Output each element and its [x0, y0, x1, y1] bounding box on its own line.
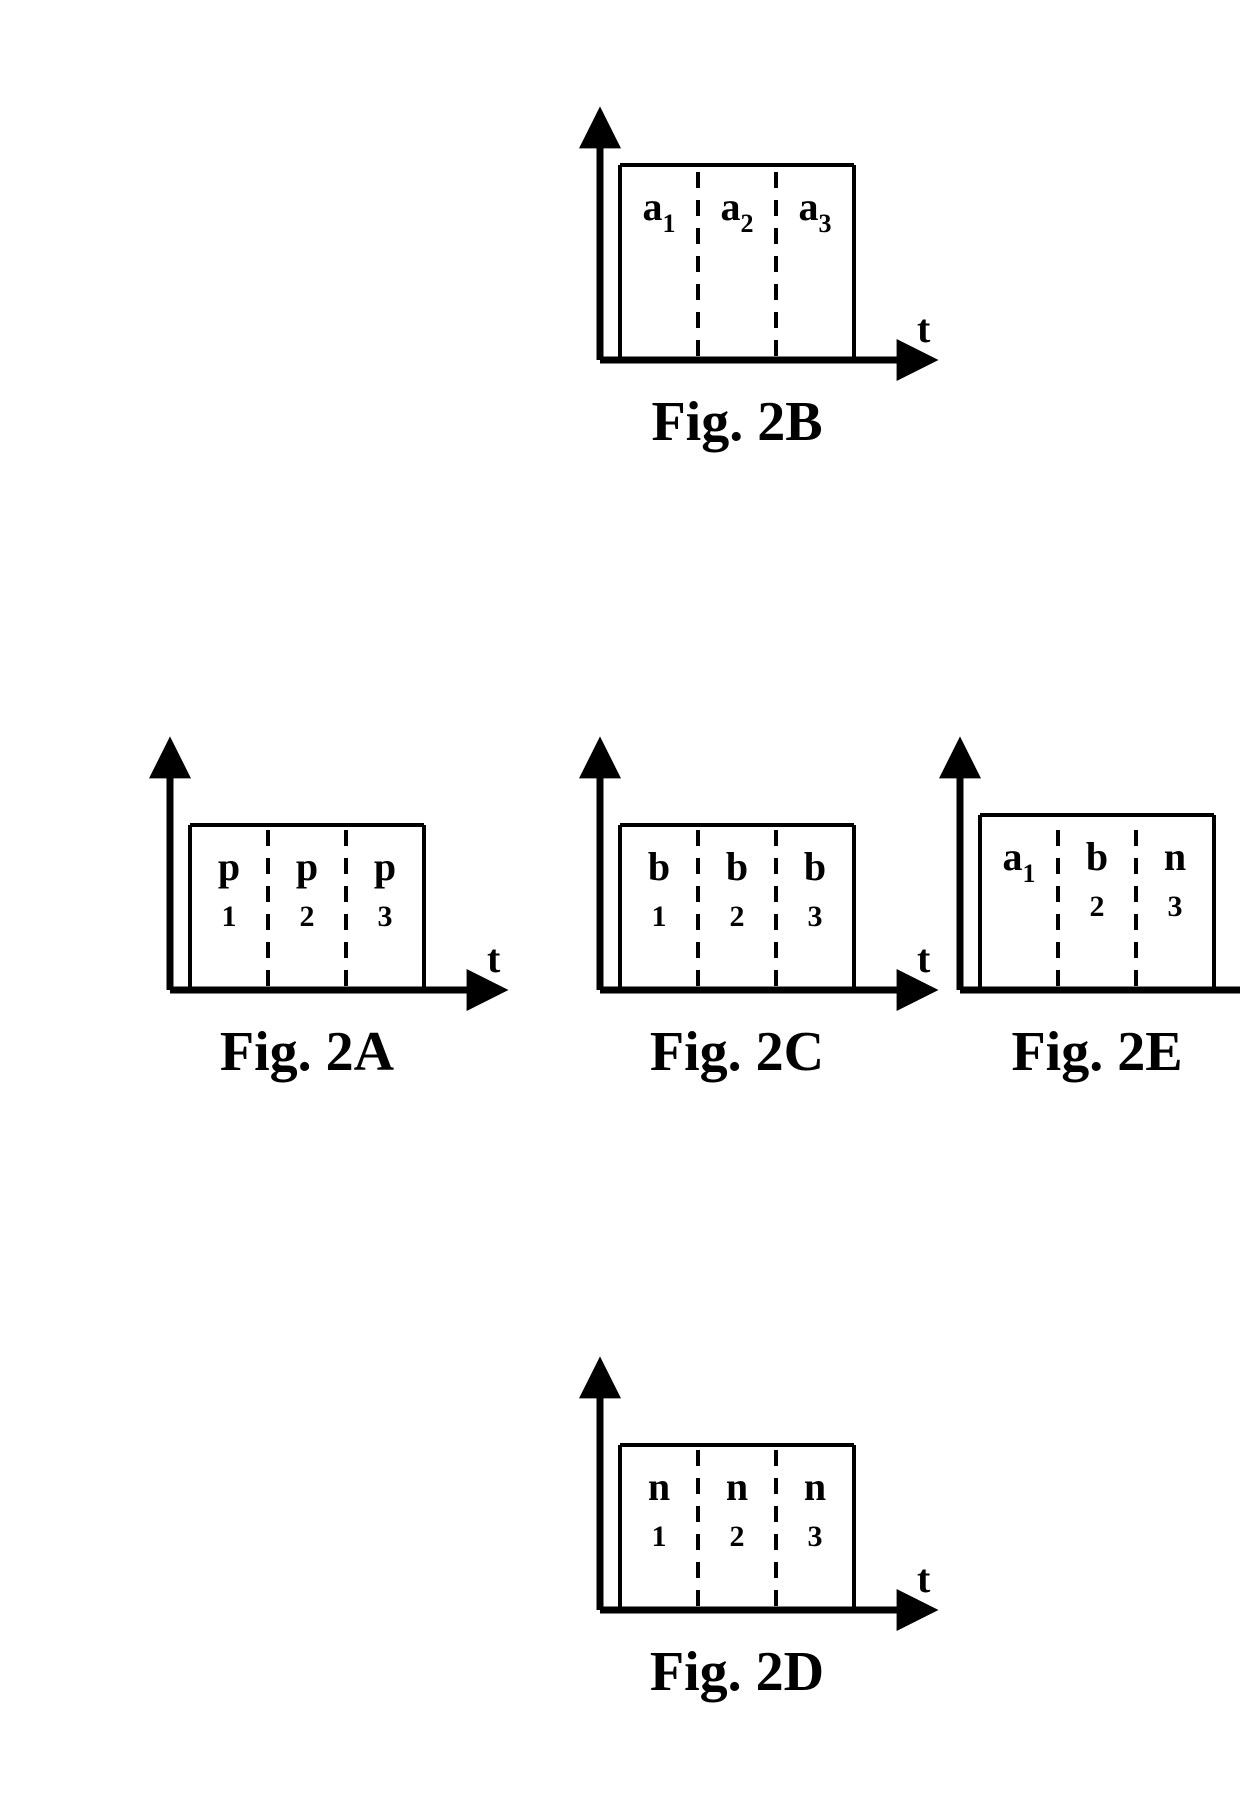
fig-2c: t b 1 b 2 b 3 Fig. 2C: [600, 770, 931, 1083]
segment-index: 2: [300, 900, 315, 933]
x-axis-label: t: [917, 306, 931, 351]
segment-label: b: [648, 844, 670, 889]
segment-label: b: [726, 844, 748, 889]
segment-index: 1: [652, 1520, 667, 1553]
x-axis-label: t: [487, 936, 501, 981]
segment-index: 2: [1090, 890, 1105, 923]
segment-label: a3: [799, 184, 832, 238]
segment-label: p: [296, 844, 318, 889]
segment-label: b: [804, 844, 826, 889]
segment-label: n: [1164, 834, 1186, 879]
figure-caption: Fig. 2A: [220, 1021, 395, 1083]
segment-index: 3: [808, 900, 823, 933]
segment-index: 2: [730, 1520, 745, 1553]
fig-2a: t p 1 p 2 p 3 Fig. 2A: [170, 770, 501, 1083]
segment-index: 1: [652, 900, 667, 933]
segment-index: 3: [378, 900, 393, 933]
segment-label: n: [804, 1464, 826, 1509]
segment-index: 3: [808, 1520, 823, 1553]
fig-2e: ta1b2n3Fig. 2E: [960, 770, 1240, 1083]
segment-index: 1: [222, 900, 237, 933]
segment-label: b: [1086, 834, 1108, 879]
segment-label: a2: [721, 184, 754, 238]
segment-label: a1: [1003, 834, 1036, 888]
fig-2b: t a1 a2 a3 Fig. 2B: [600, 140, 931, 453]
fig-2d: t n 1 n 2 n 3 Fig. 2D: [600, 1390, 931, 1703]
figure-caption: Fig. 2E: [1011, 1021, 1182, 1083]
figure-caption: Fig. 2B: [651, 391, 822, 453]
segment-index: 3: [1168, 890, 1183, 923]
figure-caption: Fig. 2C: [650, 1021, 824, 1083]
segment-label: a1: [643, 184, 676, 238]
x-axis-label: t: [917, 1556, 931, 1601]
figure-caption: Fig. 2D: [650, 1641, 824, 1703]
x-axis-label: t: [917, 936, 931, 981]
segment-index: 2: [730, 900, 745, 933]
segment-label: n: [648, 1464, 670, 1509]
segment-label: p: [218, 844, 240, 889]
segment-label: n: [726, 1464, 748, 1509]
diagram-canvas: t p 1 p 2 p 3 Fig. 2A t a1 a2 a3 Fig. 2B t b 1 b 2 b 3 Fig. …: [0, 0, 1240, 1798]
segment-label: p: [374, 844, 396, 889]
